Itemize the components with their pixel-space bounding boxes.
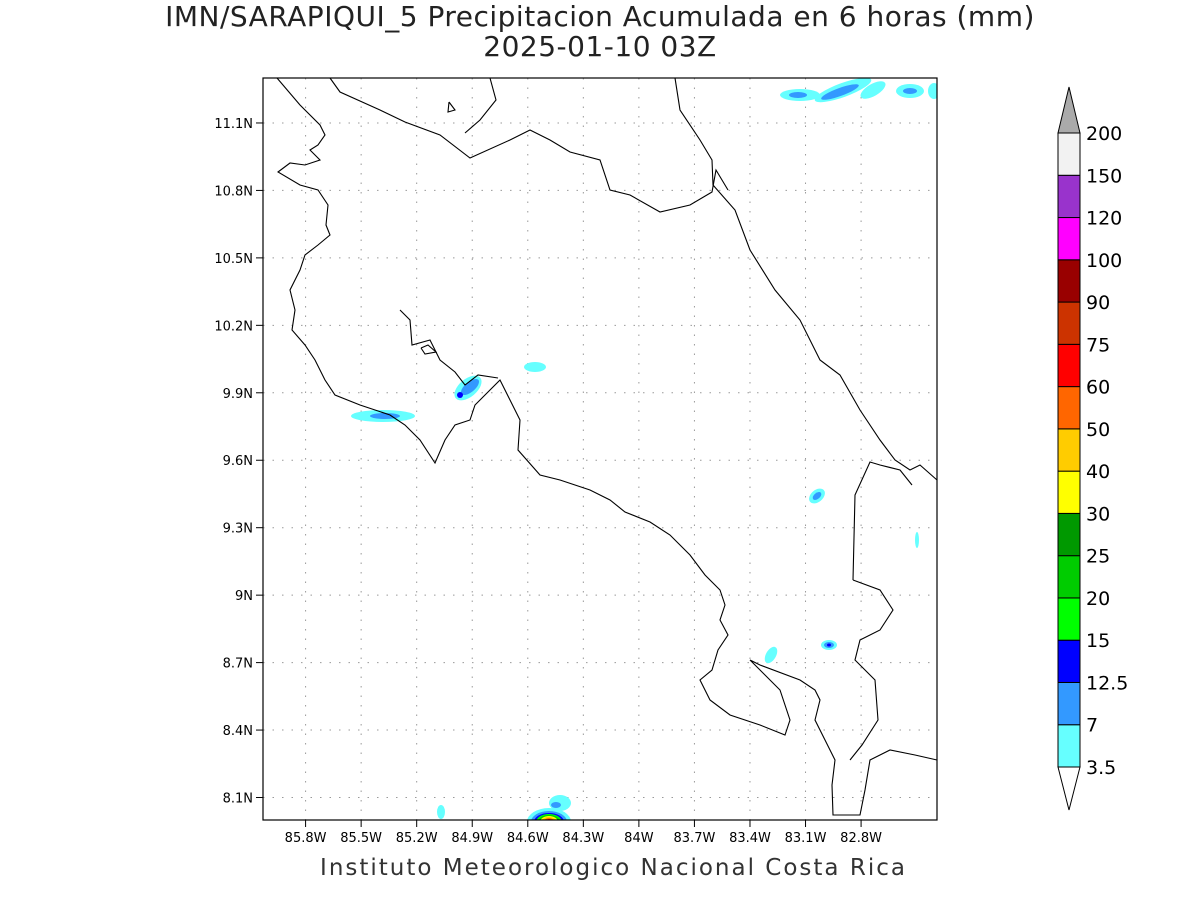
colorbar: 3.5 7 12.5 15 20 25 30 40 50 60 75 90 100 120 150 200	[1057, 86, 1128, 811]
lat-tick-label: 8.1N	[223, 792, 253, 807]
colorbar-label: 60	[1086, 377, 1110, 399]
colorbar-swatch	[1057, 217, 1081, 261]
precip-shading	[351, 78, 937, 820]
lat-tick-label: 9.6N	[223, 454, 253, 469]
colorbar-label: 100	[1086, 250, 1122, 272]
lon-tick-label: 83.4W	[729, 831, 771, 846]
lat-tick-label: 10.2N	[214, 319, 253, 334]
lon-tick-label: 84.9W	[451, 831, 493, 846]
colorbar-swatch	[1057, 512, 1081, 557]
colorbar-swatch	[1057, 555, 1081, 599]
colorbar-label: 75	[1086, 334, 1110, 356]
colorbar-swatch	[1057, 259, 1081, 303]
lat-tick-label: 9N	[235, 589, 253, 604]
lon-tick-label: 83.1W	[785, 831, 827, 846]
colorbar-label: 50	[1086, 419, 1110, 441]
axis-ticks: 85.8W 85.5W 85.2W 84.9W 84.6W 84.3W 84W 83.7W 83…	[214, 117, 882, 846]
colorbar-label: 25	[1086, 546, 1110, 568]
colorbar-swatch	[1057, 428, 1081, 472]
lon-tick-label: 85.8W	[285, 831, 327, 846]
colorbar-swatch	[1057, 386, 1081, 430]
colorbar-label: 7	[1086, 715, 1098, 737]
coastlines	[276, 77, 938, 816]
colorbar-label: 20	[1086, 588, 1110, 610]
colorbar-swatch	[1057, 724, 1081, 768]
colorbar-label: 150	[1086, 165, 1122, 187]
colorbar-swatch	[1057, 681, 1081, 726]
colorbar-label: 200	[1086, 123, 1122, 145]
lat-tick-label: 10.5N	[214, 252, 253, 267]
lon-tick-label: 85.5W	[340, 831, 382, 846]
colorbar-swatch	[1057, 597, 1081, 641]
map-subtitle: 2025-01-10 03Z	[483, 30, 717, 63]
lon-tick-label: 84.6W	[507, 831, 549, 846]
colorbar-swatch	[1057, 301, 1081, 345]
map-title: IMN/SARAPIQUI_5 Precipitacion Acumulada …	[165, 0, 1035, 33]
colorbar-label: 12.5	[1086, 672, 1128, 694]
lat-tick-label: 8.7N	[223, 657, 253, 672]
colorbar-over-arrow	[1057, 86, 1081, 134]
colorbar-label: 30	[1086, 503, 1110, 525]
colorbar-under-arrow	[1057, 766, 1081, 811]
colorbar-swatch	[1057, 132, 1081, 176]
lat-tick-label: 10.8N	[214, 184, 253, 199]
colorbar-label: 90	[1086, 292, 1110, 314]
lon-tick-label: 84W	[624, 831, 654, 846]
colorbar-label: 40	[1086, 461, 1110, 483]
colorbar-swatch	[1057, 470, 1081, 514]
colorbar-label: 15	[1086, 630, 1110, 652]
lon-tick-label: 82.8W	[840, 831, 882, 846]
colorbar-label: 120	[1086, 208, 1122, 230]
graticule	[263, 78, 937, 820]
lon-tick-label: 85.2W	[396, 831, 438, 846]
colorbar-label: 3.5	[1086, 757, 1116, 779]
lon-tick-label: 83.7W	[674, 831, 716, 846]
colorbar-swatch	[1057, 639, 1081, 683]
lon-tick-label: 84.3W	[562, 831, 604, 846]
map-frame	[262, 77, 938, 821]
lat-tick-label: 11.1N	[214, 117, 253, 132]
colorbar-swatch	[1057, 174, 1081, 219]
lat-tick-label: 9.3N	[223, 522, 253, 537]
footer-credit: Instituto Meteorologico Nacional Costa R…	[320, 855, 907, 881]
lat-tick-label: 9.9N	[223, 387, 253, 402]
colorbar-swatch	[1057, 343, 1081, 388]
lat-tick-label: 8.4N	[223, 724, 253, 739]
